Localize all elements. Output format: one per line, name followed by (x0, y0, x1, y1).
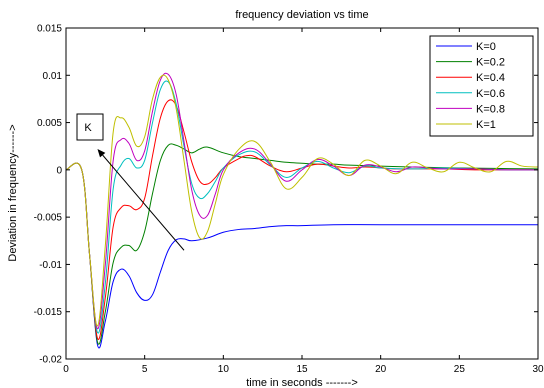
legend-label: K=1 (476, 119, 496, 131)
legend-label: K=0.8 (476, 103, 505, 115)
x-tick-label: 0 (63, 364, 69, 375)
k-label-box (76, 113, 104, 141)
y-tick-label: 0.005 (37, 118, 62, 129)
y-tick-label: 0 (56, 165, 62, 176)
x-tick-label: 30 (532, 364, 544, 375)
series-line-k-0-6 (65, 80, 539, 334)
y-tick-label: -0.005 (34, 213, 63, 224)
legend-label: K=0.6 (476, 88, 505, 100)
x-axis-title: time in seconds -------> (246, 377, 358, 388)
k-annotation: K (76, 113, 185, 251)
series-line-k-0-8 (65, 72, 539, 330)
legend-label: K=0.4 (476, 72, 505, 84)
x-tick-label: 25 (454, 364, 466, 375)
y-axis-title: Deviation in frequency------> (7, 124, 19, 261)
y-tick-label: -0.01 (39, 260, 62, 271)
k-arrowhead (97, 149, 106, 158)
series-line-k-1 (65, 74, 539, 327)
legend-label: K=0 (476, 41, 496, 53)
x-tick-label: 20 (375, 364, 387, 375)
legend-box (429, 35, 534, 137)
x-tick-label: 15 (296, 364, 308, 375)
y-tick-label: -0.015 (34, 307, 63, 318)
x-tick-label: 10 (218, 364, 230, 375)
legend: K=0 K=0.2 K=0.4 K=0.6 K=0.8 K=1 (429, 35, 534, 137)
x-tick-label: 5 (142, 364, 148, 375)
legend-label: K=0.2 (476, 57, 505, 69)
y-tick-label: 0.015 (37, 24, 62, 35)
k-arrow (102, 154, 185, 251)
chart-title: frequency deviation vs time (235, 9, 368, 21)
series-layer (65, 72, 539, 349)
x-axis: 0 5 10 15 20 25 30 (63, 28, 544, 375)
y-axis: -0.02 -0.015 -0.01 -0.005 0 0.005 0.01 0.015 (34, 24, 538, 366)
y-tick-label: -0.02 (39, 355, 62, 366)
series-line-k-0-4 (65, 99, 539, 340)
k-label: K (84, 122, 92, 134)
series-line-k-0 (65, 162, 538, 349)
y-tick-label: 0.01 (43, 71, 63, 82)
